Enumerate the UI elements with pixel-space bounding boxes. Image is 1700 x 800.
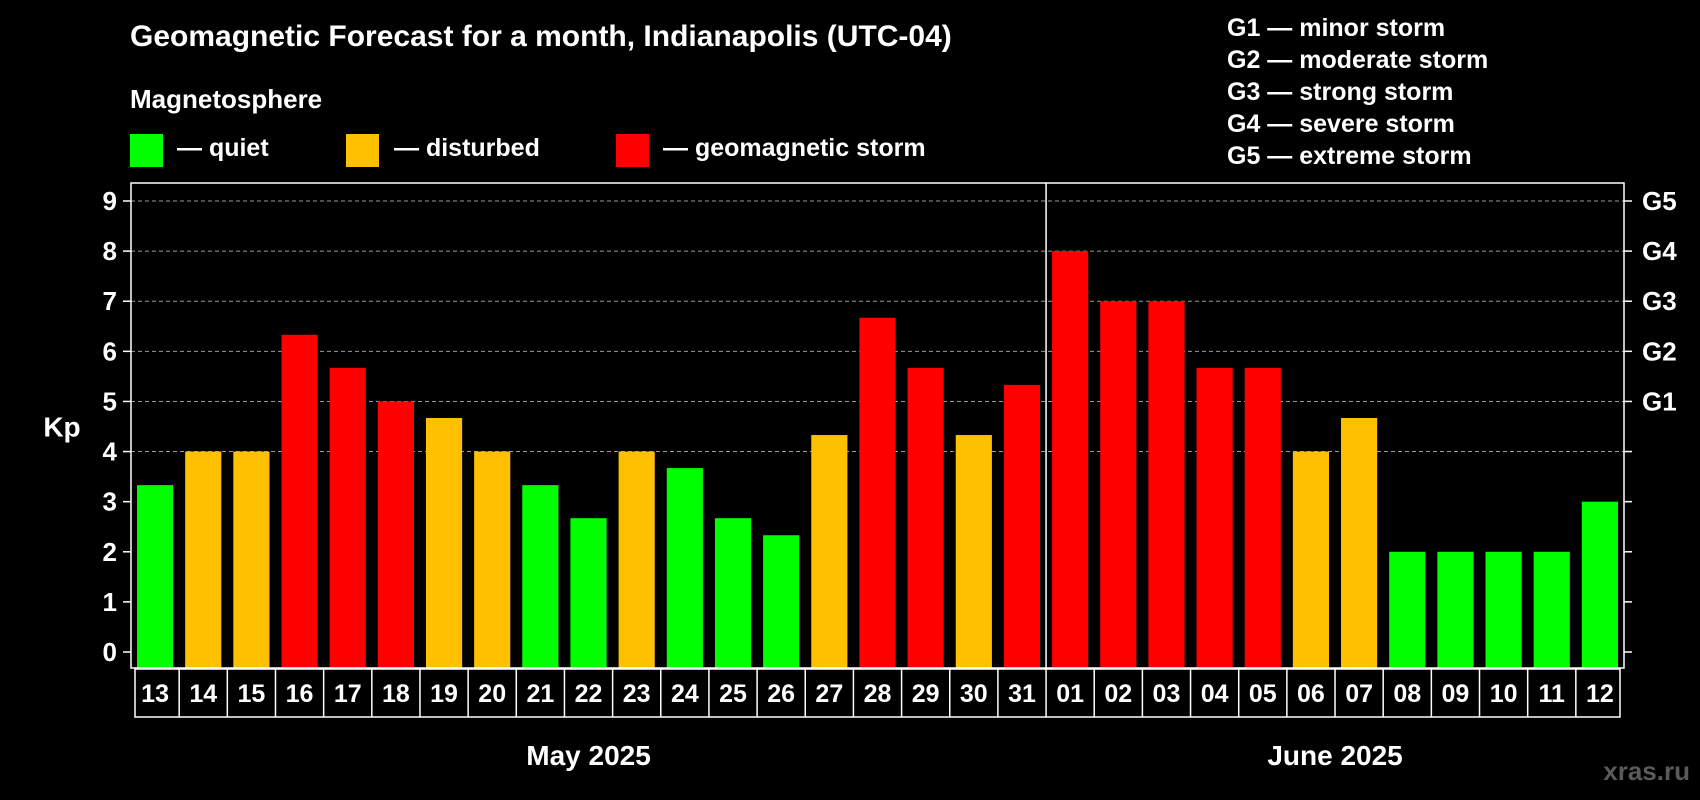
bar-22 [570,518,607,668]
x-tick-label-27-14: 27 [815,680,843,708]
right-axis-label-G2: G2 [1642,336,1677,366]
right-axis-label-G3: G3 [1642,286,1677,316]
x-tick-label-12-30: 12 [1586,680,1614,708]
bar-08 [1389,551,1426,668]
bar-24 [666,468,703,668]
x-tick-label-26-13: 26 [767,680,795,708]
bar-07 [1341,417,1378,668]
x-tick-label-05-23: 05 [1249,680,1277,708]
y-tick-label-6: 6 [103,336,117,366]
x-tick-label-25-12: 25 [719,680,747,708]
right-axis-label-G4: G4 [1642,236,1677,266]
x-tick-label-19-6: 19 [430,680,458,708]
bar-06 [1292,451,1330,668]
x-tick-label-28-15: 28 [864,680,892,708]
legend-swatch-storm [616,134,649,167]
bar-28 [859,317,896,668]
storm-scale-g3: G3 — strong storm [1227,78,1454,106]
legend-swatch-quiet [130,134,163,167]
month-label-0: May 2025 [526,740,651,771]
bar-10 [1485,551,1522,668]
x-tick-label-11-29: 11 [1539,680,1566,708]
legend-label-storm: — geomagnetic storm [663,134,926,162]
x-tick-label-06-24: 06 [1297,680,1325,708]
bar-26 [763,535,800,668]
x-tick-label-17-4: 17 [334,680,362,708]
bar-09 [1437,551,1474,668]
x-tick-label-08-26: 08 [1393,680,1421,708]
day-label-box [134,668,1621,718]
x-tick-label-20-7: 20 [478,680,506,708]
plot-frame [130,182,1625,669]
storm-scale-g1: G1 — minor storm [1227,14,1446,42]
x-tick-label-03-21: 03 [1153,680,1181,708]
storm-scale-g2: G2 — moderate storm [1227,46,1489,74]
x-tick-label-16-3: 16 [286,680,314,708]
month-label-1: June 2025 [1267,740,1402,771]
bar-13 [137,485,174,668]
storm-scale-g4: G4 — severe storm [1227,110,1455,138]
right-axis-label-G5: G5 [1642,186,1677,216]
bar-23 [618,451,655,668]
storm-scale-g5: G5 — extreme storm [1227,142,1472,170]
x-tick-label-02-20: 02 [1104,680,1132,708]
y-tick-label-9: 9 [103,186,117,216]
chart-title: Geomagnetic Forecast for a month, Indian… [130,20,952,53]
bar-01 [1052,251,1089,668]
bar-16 [281,334,318,668]
bar-02 [1100,301,1137,668]
x-tick-label-13-0: 13 [141,680,169,708]
bar-04 [1196,367,1233,668]
y-tick-label-0: 0 [103,637,117,667]
legend-label-disturbed: — disturbed [394,134,540,162]
x-tick-label-09-27: 09 [1442,680,1470,708]
legend-swatch-disturbed [346,134,379,167]
y-tick-label-8: 8 [103,236,117,266]
bar-15 [233,451,270,668]
x-tick-label-21-8: 21 [526,680,554,708]
y-tick-label-1: 1 [103,587,117,617]
y-tick-label-5: 5 [103,386,117,416]
bar-11 [1533,551,1570,668]
x-tick-label-29-16: 29 [912,680,940,708]
watermark: xras.ru [1603,756,1690,786]
y-tick-label-3: 3 [103,487,117,517]
x-tick-label-15-2: 15 [237,680,265,708]
x-tick-label-07-25: 07 [1345,680,1373,708]
bar-31 [1003,384,1041,668]
x-tick-label-18-5: 18 [382,680,410,708]
bar-30 [955,435,992,668]
legend-heading: Magnetosphere [130,84,323,114]
legend-label-quiet: — quiet [177,134,269,162]
x-tick-label-22-9: 22 [575,680,603,708]
x-tick-label-30-17: 30 [960,680,988,708]
right-axis-label-G1: G1 [1642,386,1677,416]
bar-17 [329,367,366,668]
x-tick-label-04-22: 04 [1201,680,1229,708]
bar-18 [377,401,414,668]
x-tick-label-10-28: 10 [1490,680,1518,708]
bar-25 [714,518,752,668]
x-tick-label-24-11: 24 [671,680,699,708]
bar-03 [1148,301,1185,668]
bar-19 [425,417,463,668]
y-tick-label-7: 7 [103,286,117,316]
bar-20 [474,451,511,668]
bar-27 [811,435,848,668]
x-tick-label-01-19: 01 [1056,680,1084,708]
y-tick-label-4: 4 [103,437,118,467]
y-tick-label-2: 2 [103,537,117,567]
bar-05 [1244,367,1281,668]
bar-12 [1581,501,1618,668]
x-tick-label-31-18: 31 [1008,680,1036,708]
y-axis-label: Kp [43,412,80,443]
bar-14 [185,451,222,668]
bar-29 [907,367,944,668]
bar-21 [522,485,559,668]
x-tick-label-14-1: 14 [189,680,217,708]
x-tick-label-23-10: 23 [623,680,651,708]
